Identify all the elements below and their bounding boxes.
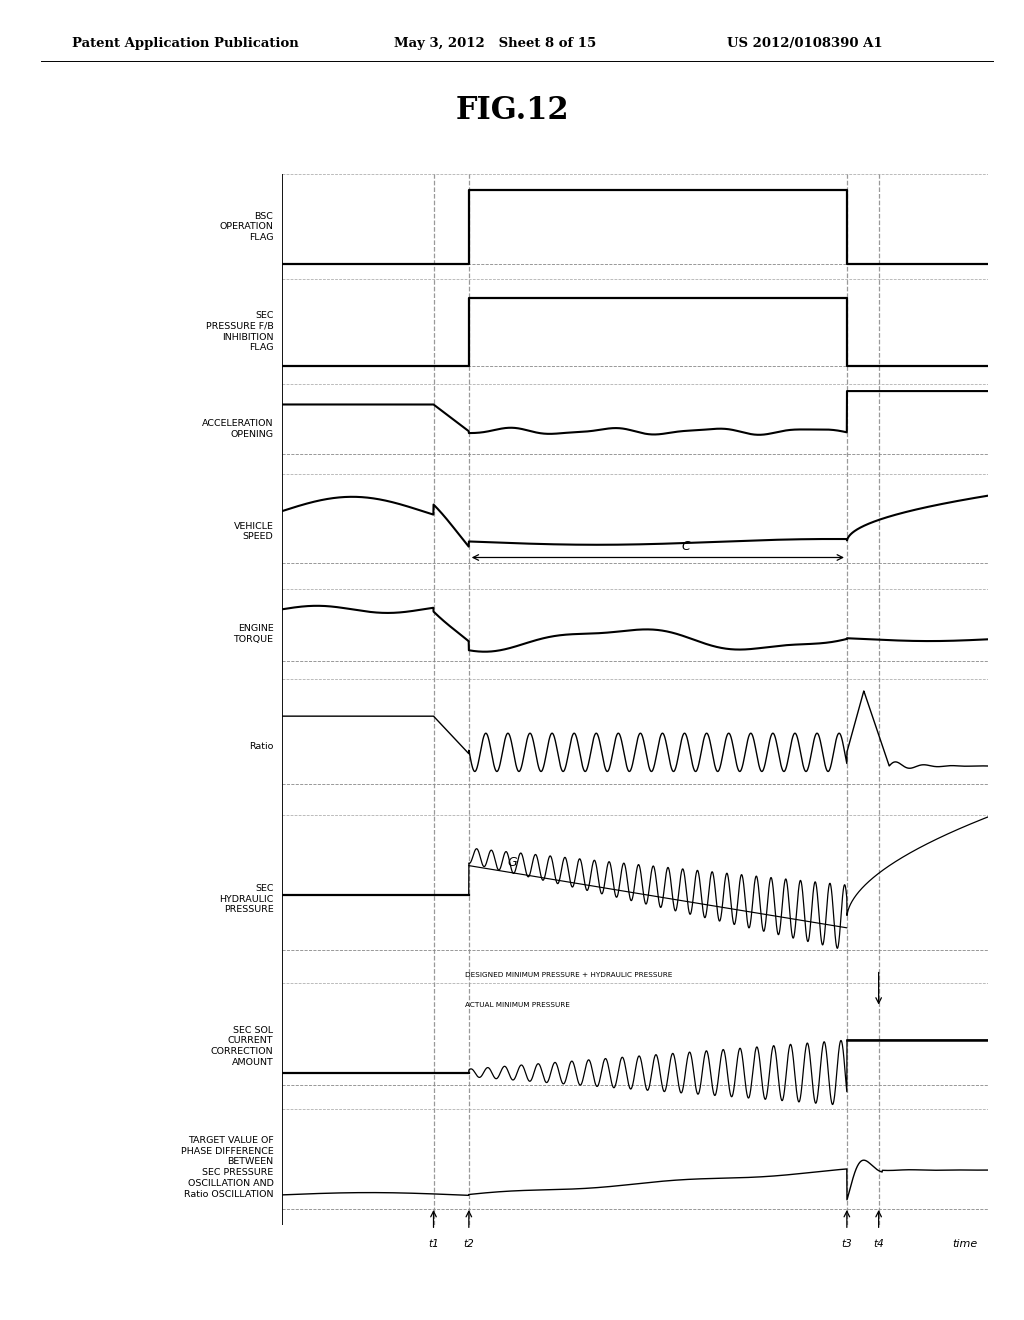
Text: SEC
HYDRAULIC
PRESSURE: SEC HYDRAULIC PRESSURE xyxy=(219,884,273,915)
Text: G: G xyxy=(508,855,517,869)
Text: DESIGNED MINIMUM PRESSURE + HYDRAULIC PRESSURE: DESIGNED MINIMUM PRESSURE + HYDRAULIC PR… xyxy=(465,972,673,978)
Text: ACCELERATION
OPENING: ACCELERATION OPENING xyxy=(202,420,273,440)
Text: Patent Application Publication: Patent Application Publication xyxy=(72,37,298,50)
Text: US 2012/0108390 A1: US 2012/0108390 A1 xyxy=(727,37,883,50)
Text: FIG.12: FIG.12 xyxy=(456,95,568,125)
Text: ACTUAL MINIMUM PRESSURE: ACTUAL MINIMUM PRESSURE xyxy=(465,1002,570,1008)
Text: VEHICLE
SPEED: VEHICLE SPEED xyxy=(233,521,273,541)
Text: C: C xyxy=(682,540,690,553)
Text: TARGET VALUE OF
PHASE DIFFERENCE
BETWEEN
SEC PRESSURE
OSCILLATION AND
Ratio OSCI: TARGET VALUE OF PHASE DIFFERENCE BETWEEN… xyxy=(180,1135,273,1199)
Text: BSC
OPERATION
FLAG: BSC OPERATION FLAG xyxy=(219,211,273,242)
Text: t4: t4 xyxy=(873,1238,884,1249)
Text: SEC
PRESSURE F/B
INHIBITION
FLAG: SEC PRESSURE F/B INHIBITION FLAG xyxy=(206,312,273,352)
Text: Ratio: Ratio xyxy=(249,742,273,751)
Text: SEC SOL
CURRENT
CORRECTION
AMOUNT: SEC SOL CURRENT CORRECTION AMOUNT xyxy=(211,1026,273,1067)
Text: t2: t2 xyxy=(464,1238,474,1249)
Text: t1: t1 xyxy=(428,1238,439,1249)
Text: t3: t3 xyxy=(842,1238,852,1249)
Text: May 3, 2012   Sheet 8 of 15: May 3, 2012 Sheet 8 of 15 xyxy=(394,37,597,50)
Text: ENGINE
TORQUE: ENGINE TORQUE xyxy=(233,624,273,644)
Text: time: time xyxy=(952,1238,978,1249)
